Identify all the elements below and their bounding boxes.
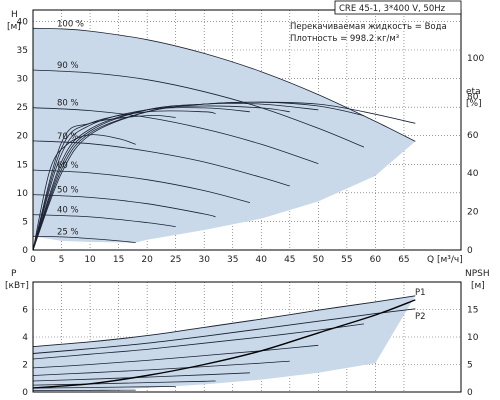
eta-tick-label: 40 — [467, 169, 479, 179]
head-panel: 0 5 10 15 20 25 30 35 40 0 20 40 60 80 100 0 5 10 15 20 25… — [7, 0, 484, 265]
p2-label: P2 — [415, 312, 426, 322]
efficiency-curve — [33, 107, 250, 250]
npsh-tick-label: 15 — [467, 306, 478, 316]
speed-curves — [33, 27, 416, 243]
x-tick-label: 10 — [84, 255, 96, 265]
eta-tick-label: 20 — [467, 208, 479, 218]
speed-label: 40 % — [57, 206, 79, 216]
eta-axis-label: eta [%] — [466, 87, 482, 109]
x-tick-label: 40 — [256, 255, 268, 265]
liquid-label: Перекачиваемая жидкость = Вода — [290, 22, 447, 32]
y-tick-label: 25 — [17, 103, 28, 113]
p1-curve — [33, 295, 416, 348]
power-panel: 0 2 4 6 0 5 10 15 P1 P2 P [кВт] NPSH [м] — [5, 269, 490, 398]
efficiency-curve — [33, 134, 136, 250]
power-curve — [33, 372, 250, 382]
y-tick-label: 35 — [17, 46, 28, 56]
speed-curve — [33, 107, 319, 165]
head-frame — [32, 9, 462, 251]
eta-tick-label: 100 — [467, 54, 484, 64]
model-box — [334, 0, 462, 15]
speed-curve — [33, 27, 416, 142]
efficiency-curve — [33, 114, 176, 250]
npsh-tick-label: 0 — [467, 388, 473, 398]
eta-ticks: 0 20 40 60 80 100 — [467, 54, 484, 256]
power-curve — [33, 380, 216, 386]
flow-axis-label: Q [м³/ч] — [427, 255, 463, 265]
x-tick-label: 50 — [313, 255, 325, 265]
speed-curve — [33, 140, 290, 187]
density-label: Плотность = 998.2 кг/м³ — [290, 34, 399, 44]
power-curve — [33, 386, 176, 389]
npsh-tick-label: 10 — [467, 333, 479, 343]
npsh-axis-label: NPSH [м] — [465, 269, 490, 291]
y-tick-label: 6 — [22, 306, 28, 316]
power-axis-label: P [кВт] — [5, 269, 29, 291]
x-tick-label: 25 — [170, 255, 181, 265]
power-curve — [33, 389, 136, 391]
x-tick-label: 55 — [341, 255, 352, 265]
y-tick-label: 10 — [17, 189, 29, 199]
head-y-ticks: 0 5 10 15 20 25 30 35 40 — [17, 17, 29, 256]
y-tick-label: 20 — [17, 132, 29, 142]
power-curves — [33, 295, 416, 391]
speed-label: 50 % — [57, 186, 79, 196]
eta-tick-label: 0 — [467, 246, 473, 256]
x-tick-label: 0 — [30, 255, 36, 265]
x-tick-label: 5 — [59, 255, 65, 265]
x-tick-label: 60 — [370, 255, 382, 265]
x-tick-label: 35 — [227, 255, 238, 265]
npsh-curve — [33, 299, 416, 389]
p1-label: P1 — [415, 288, 426, 298]
p2-curve — [33, 308, 416, 354]
y-tick-label: 0 — [22, 246, 28, 256]
x-tick-label: 45 — [284, 255, 295, 265]
y-tick-label: 4 — [22, 333, 28, 343]
speed-curve — [33, 69, 365, 148]
efficiency-curve — [33, 110, 216, 250]
npsh-ticks: 0 5 10 15 — [467, 306, 479, 399]
eta-tick-label: 80 — [467, 92, 479, 102]
power-frame — [32, 281, 462, 393]
power-envelope-area — [33, 295, 416, 392]
power-curve — [33, 360, 290, 376]
y-tick-label: 0 — [22, 388, 28, 398]
flow-x-ticks: 0 5 10 15 20 25 30 35 40 45 50 55 60 65 — [30, 255, 410, 265]
speed-curve — [33, 235, 136, 243]
eta-tick-label: 60 — [467, 131, 479, 141]
speed-label: 70 % — [57, 132, 79, 142]
speed-label: 80 % — [57, 99, 79, 109]
y-tick-label: 15 — [17, 160, 28, 170]
x-tick-label: 65 — [398, 255, 409, 265]
speed-curve — [33, 194, 216, 218]
speed-label: 60 % — [57, 161, 79, 171]
speed-labels: 100 % 90 % 80 % 70 % 60 % 50 % 40 % 25 % — [57, 19, 84, 237]
speed-curve — [33, 214, 176, 227]
x-tick-label: 30 — [198, 255, 210, 265]
speed-label: 25 % — [57, 227, 79, 237]
x-tick-label: 15 — [113, 255, 124, 265]
power-y-ticks: 0 2 4 6 — [22, 306, 28, 399]
power-curve — [33, 323, 365, 360]
y-tick-label: 40 — [17, 17, 29, 27]
head-axis-label: H [м] — [7, 10, 21, 32]
model-label: CRE 45-1, 3*400 V, 50Hz — [339, 4, 446, 14]
speed-label: 90 % — [57, 61, 79, 71]
speed-curve — [33, 169, 251, 203]
npsh-tick-label: 5 — [467, 361, 473, 371]
speed-label: 100 % — [57, 19, 84, 29]
y-tick-label: 30 — [17, 75, 29, 85]
y-tick-label: 2 — [22, 361, 28, 371]
power-curve — [33, 344, 319, 369]
head-envelope-area — [33, 28, 416, 243]
x-tick-label: 20 — [141, 255, 153, 265]
series-labels: P1 P2 — [415, 288, 426, 322]
y-tick-label: 5 — [22, 217, 28, 227]
